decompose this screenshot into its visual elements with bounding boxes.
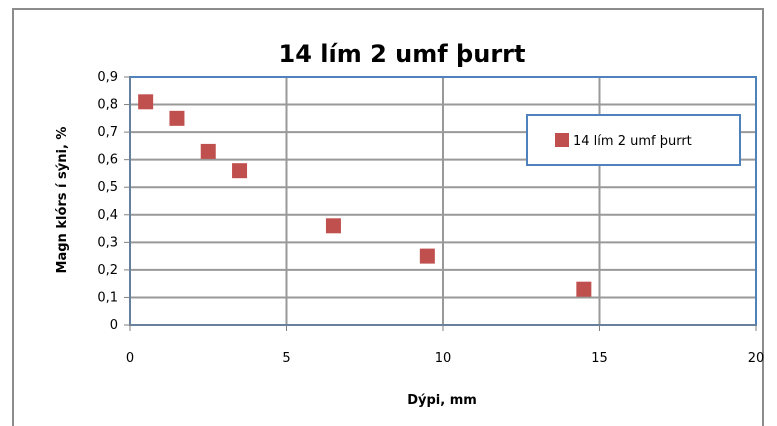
legend-box (526, 114, 741, 166)
legend-marker (555, 133, 569, 147)
chart-title: 14 lím 2 umf þurrt (279, 40, 526, 68)
x-tick-label: 15 (591, 351, 608, 366)
data-point (325, 218, 341, 234)
legend: 14 lím 2 umf þurrt (526, 114, 741, 166)
legend-label: 14 lím 2 umf þurrt (573, 134, 692, 149)
y-tick-label: 0,2 (97, 263, 118, 278)
axis-layer: 0 0,1 0,2 0,3 0,4 0,5 0,6 0,7 0,8 0,9 0 5 10 15 20 (97, 70, 764, 366)
x-tick-label: 10 (435, 351, 452, 366)
y-tick-label: 0,1 (97, 290, 118, 305)
y-tick-label: 0,4 (97, 208, 118, 223)
data-point (232, 163, 248, 179)
data-point (169, 110, 185, 126)
x-tick-label: 5 (282, 351, 290, 366)
data-point (200, 143, 216, 159)
data-points (138, 94, 592, 297)
y-tick-label: 0,5 (97, 180, 118, 195)
data-point (576, 281, 592, 297)
y-tick-label: 0,6 (97, 153, 118, 168)
data-point (138, 94, 154, 110)
y-tick-label: 0,7 (97, 125, 118, 140)
x-axis-label: Dýpi, mm (407, 393, 477, 408)
data-point (419, 248, 435, 264)
y-tick-label: 0,3 (97, 235, 118, 250)
x-tick-label: 0 (126, 351, 134, 366)
y-tick-label: 0,8 (97, 98, 118, 113)
x-tick-label: 20 (748, 351, 765, 366)
y-axis-label: Magn klórs í sýni, % (55, 127, 70, 274)
y-tick-label: 0 (110, 318, 118, 333)
y-tick-label: 0,9 (97, 70, 118, 85)
